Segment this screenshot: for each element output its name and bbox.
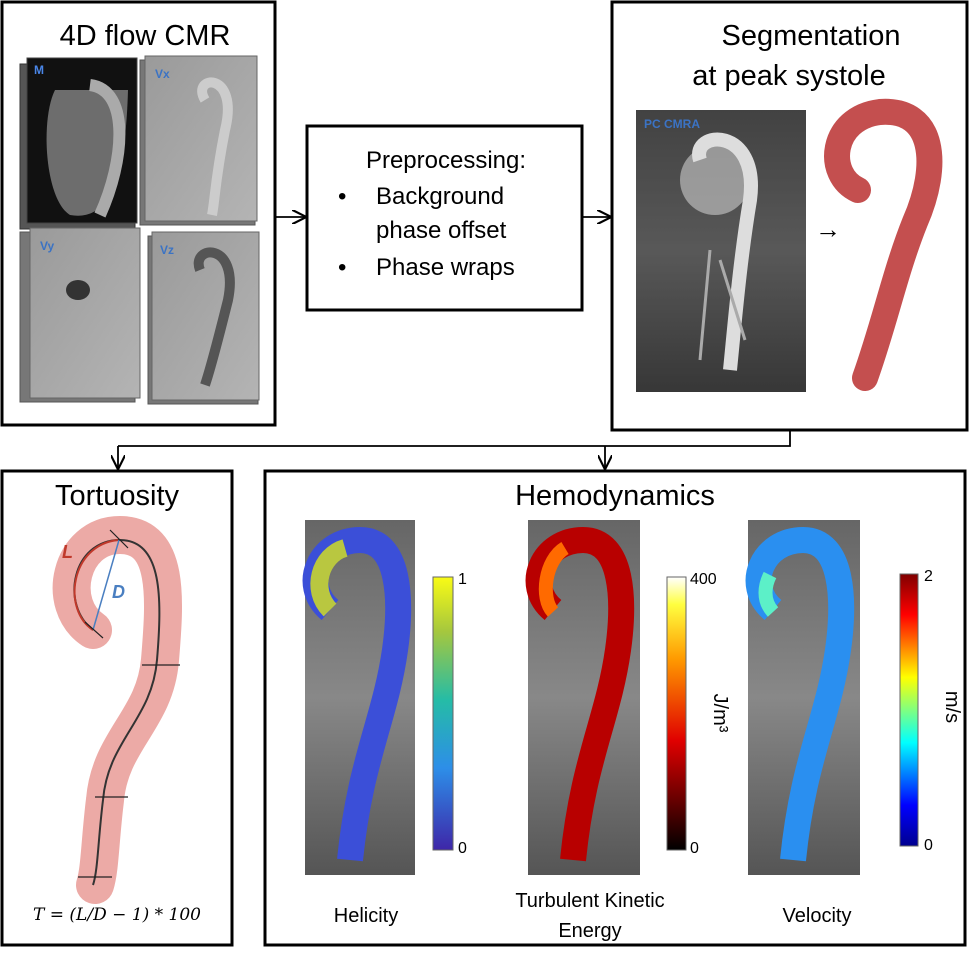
- colorbar-max: 1: [458, 571, 467, 588]
- hemodynamics-title: Hemodynamics: [515, 480, 715, 512]
- image-detail: [88, 79, 126, 218]
- panel-label: M: [34, 63, 44, 77]
- image-detail: [193, 247, 235, 387]
- colorbar-unit: J/m³: [709, 694, 731, 733]
- colorbar-unit: m/s: [941, 691, 963, 723]
- bullet-text: Background: [376, 183, 504, 210]
- colorbar-min: 0: [690, 840, 699, 857]
- helicity-map: [302, 520, 415, 875]
- map-label: Helicity: [334, 905, 398, 927]
- pc-cmra-image: [636, 110, 806, 392]
- image-detail: [692, 132, 758, 371]
- bullet-text: phase offset: [376, 217, 507, 244]
- cut-line: [78, 529, 180, 878]
- colorbar: [666, 576, 687, 851]
- aorta-segmentation: [824, 98, 943, 391]
- mri-stack: [19, 55, 260, 405]
- colorbar-min: 0: [458, 840, 467, 857]
- length-label: L: [62, 542, 73, 562]
- arrow: →: [815, 214, 841, 244]
- connector: [118, 431, 791, 447]
- distance-line: [92, 539, 120, 631]
- tortuosity-box: [0, 469, 234, 947]
- image-detail: [310, 539, 349, 617]
- image-detail: [698, 249, 747, 361]
- image-detail: [66, 280, 90, 300]
- image-label: PC CMRA: [644, 117, 700, 131]
- hemodynamics-box: [263, 469, 967, 947]
- segmentation-box: [610, 0, 969, 432]
- colorbar-max: 2: [924, 568, 933, 585]
- image-detail: [29, 227, 141, 399]
- length-arc: [73, 539, 119, 631]
- image-detail: [525, 526, 635, 862]
- panel-label: Vx: [155, 67, 170, 81]
- formula: T = (L/D − 1) * 100: [33, 905, 201, 925]
- colorbar-max: 400: [690, 571, 717, 588]
- image-detail: [538, 542, 570, 617]
- image-detail: [680, 145, 750, 215]
- tortuosity-title: Tortuosity: [55, 480, 180, 512]
- map-label: Energy: [558, 920, 621, 942]
- bullet: •: [338, 254, 346, 281]
- distance-label: D: [112, 582, 125, 602]
- colorbar: [899, 573, 919, 847]
- tke-map: [525, 520, 640, 875]
- velocity-map: [745, 520, 860, 875]
- input-title: 4D flow CMR: [60, 20, 231, 52]
- image-detail: [745, 526, 855, 862]
- colorbar: [432, 576, 454, 851]
- bullet-text: Phase wraps: [376, 254, 515, 281]
- bullet: •: [338, 183, 346, 210]
- preprocessing-box: [305, 124, 584, 312]
- image-detail: [197, 77, 233, 216]
- aorta-outline: [52, 515, 183, 904]
- input-box: [0, 0, 277, 427]
- preprocessing-title: Preprocessing:: [366, 147, 526, 174]
- segmentation-title: at peak systole: [692, 60, 885, 92]
- map-label: Velocity: [783, 905, 852, 927]
- colorbar-min: 0: [924, 837, 933, 854]
- panel-label: Vz: [160, 243, 174, 257]
- panel-label: Vy: [40, 239, 55, 253]
- map-label: Turbulent Kinetic: [515, 890, 664, 912]
- image-detail: [758, 571, 779, 617]
- segmentation-title: Segmentation: [722, 20, 901, 52]
